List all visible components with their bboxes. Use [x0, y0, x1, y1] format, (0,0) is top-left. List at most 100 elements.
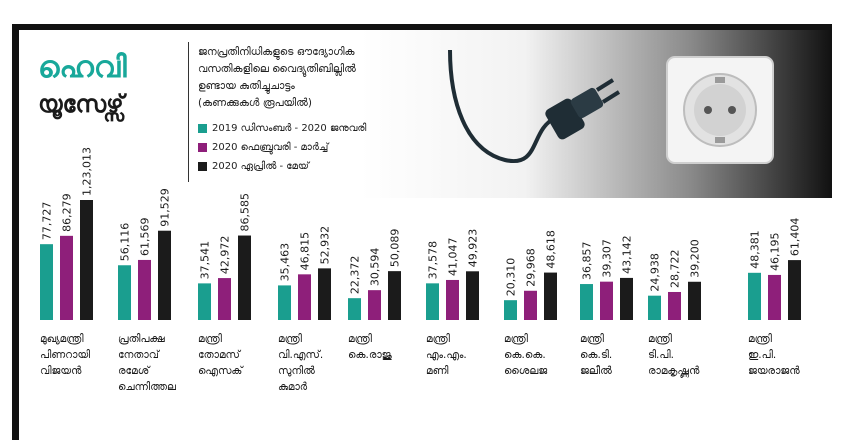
data-label-s3-c6: 49,923 — [467, 229, 480, 268]
category-label-4-line-2: വി.എസ്. — [278, 349, 323, 361]
legend-swatch-2 — [198, 143, 207, 152]
bar-s1-c2 — [118, 265, 131, 320]
legend-label-3: 2020 ഏപ്രിൽ - മേയ് — [212, 161, 310, 172]
bar-s2-c5 — [368, 290, 381, 320]
bar-s2-c8 — [600, 281, 613, 320]
category-label-6-line-2: എം.എം. — [426, 349, 467, 361]
data-label-s1-c6: 37,578 — [427, 241, 440, 280]
data-label-s3-c7: 48,618 — [545, 230, 558, 269]
data-label-s3-c8: 43,142 — [621, 235, 634, 274]
data-label-s2-c1: 86,279 — [61, 193, 74, 232]
data-label-s1-c4: 35,463 — [279, 243, 292, 282]
category-label-3-line-2: തോമസ് — [198, 349, 242, 361]
bar-s1-c4 — [278, 285, 291, 320]
category-label-1-line-3: വിജയൻ — [40, 365, 82, 377]
data-label-s1-c8: 36,857 — [581, 242, 594, 281]
bar-s2-c3 — [218, 278, 231, 320]
category-label-9-line-2: ടി.പി. — [648, 349, 674, 361]
data-label-s2-c5: 30,594 — [369, 248, 382, 287]
data-label-s2-c10: 46,195 — [769, 232, 782, 271]
bar-s2-c2 — [138, 259, 151, 320]
category-label-3-line-3: ഐസക് — [198, 365, 244, 377]
category-label-6-line-1: മന്ത്രി — [426, 333, 451, 345]
subtitle-line-4: (കണക്കുകൾ രൂപയിൽ) — [198, 97, 312, 109]
data-label-s3-c5: 50,089 — [389, 229, 402, 268]
data-label-s3-c9: 39,200 — [689, 239, 702, 278]
category-label-1-line-2: പിണറായി — [40, 349, 91, 361]
data-label-s1-c3: 37,541 — [199, 241, 212, 280]
bar-s3-c4 — [318, 268, 331, 320]
data-label-s3-c2: 91,529 — [159, 188, 172, 227]
data-label-s3-c3: 86,585 — [239, 193, 252, 232]
data-label-s2-c7: 29,968 — [525, 248, 538, 287]
category-label-10-line-3: ജയരാജൻ — [748, 365, 800, 377]
legend-label-2: 2020 ഫെബ്രുവരി - മാർച്ച് — [212, 142, 329, 153]
data-label-s2-c6: 41,047 — [447, 237, 460, 276]
category-label-10-line-1: മന്ത്രി — [748, 333, 773, 345]
bar-s1-c8 — [580, 284, 593, 320]
bar-s2-c1 — [60, 235, 73, 320]
left-border — [12, 24, 19, 440]
category-label-2-line-4: ചെന്നിത്തല — [118, 381, 177, 393]
bar-s1-c1 — [40, 244, 53, 320]
bar-s2-c4 — [298, 274, 311, 320]
bar-s2-c10 — [768, 274, 781, 320]
category-label-2-line-3: രമേശ് — [118, 365, 151, 377]
bar-s3-c1 — [80, 200, 93, 320]
category-label-8-line-2: കെ.ടി. — [580, 349, 612, 361]
data-label-s1-c7: 20,310 — [505, 258, 518, 297]
category-label-5-line-2: കെ.രാജു — [348, 349, 393, 361]
legend-item-3: 2020 ഏപ്രിൽ - മേയ് — [198, 161, 309, 172]
data-label-s3-c1: 1,23,013 — [81, 147, 94, 196]
category-label-8-line-1: മന്ത്രി — [580, 333, 605, 345]
category-label-6-line-3: മണി — [426, 365, 449, 377]
top-border — [12, 24, 832, 30]
data-label-s2-c2: 61,569 — [139, 217, 152, 256]
category-label-9-line-3: രാമകൃഷ്ണൻ — [648, 365, 700, 378]
data-label-s2-c8: 39,307 — [601, 239, 614, 278]
legend-swatch-1 — [198, 124, 207, 133]
category-label-7-line-2: കെ.കെ. — [504, 349, 546, 361]
category-label-4-line-4: കുമാർ — [278, 381, 308, 393]
legend-item-2: 2020 ഫെബ്രുവരി - മാർച്ച് — [198, 142, 328, 153]
bar-s1-c3 — [198, 283, 211, 320]
bar-s1-c10 — [748, 272, 761, 320]
bar-s3-c7 — [544, 272, 557, 320]
data-label-s1-c5: 22,372 — [349, 256, 362, 295]
bar-s3-c3 — [238, 235, 251, 320]
title-line-1: ഹെവി — [38, 50, 127, 85]
bar-s3-c9 — [688, 281, 701, 320]
bar-s3-c5 — [388, 271, 401, 320]
bar-s1-c6 — [426, 283, 439, 320]
legend-swatch-3 — [198, 162, 207, 171]
bar-s2-c6 — [446, 279, 459, 320]
subtitle-line-2: വസതികളിലെ വൈദ്യുതിബില്ലിൽ — [198, 63, 356, 75]
title-line-2: യൂസേഴ്സ് — [38, 90, 124, 118]
bar-s3-c10 — [788, 260, 801, 320]
category-label-5-line-1: മന്ത്രി — [348, 333, 373, 345]
category-label-7-line-1: മന്ത്രി — [504, 333, 529, 345]
bar-s2-c9 — [668, 291, 681, 320]
category-label-3-line-1: മന്ത്രി — [198, 333, 223, 345]
data-label-s1-c1: 77,727 — [41, 202, 54, 241]
legend-item-1: 2019 ഡിസംബർ - 2020 ജനുവരി — [198, 123, 366, 134]
data-label-s3-c10: 61,404 — [789, 218, 802, 257]
category-label-4-line-1: മന്ത്രി — [278, 333, 303, 345]
data-label-s2-c3: 42,972 — [219, 236, 232, 275]
title-divider — [188, 42, 189, 182]
category-label-9-line-1: മന്ത്രി — [648, 333, 673, 345]
plug-icon — [448, 49, 621, 164]
subtitle-line-1: ജനപ്രതിനിധികളുടെ ഔദ്യോഗിക — [198, 46, 355, 58]
category-label-4-line-3: സുനിൽ — [278, 365, 316, 377]
bar-s3-c2 — [158, 230, 171, 320]
bar-s1-c9 — [648, 295, 661, 320]
category-label-8-line-3: ജലീൽ — [580, 365, 613, 377]
data-label-s2-c9: 28,722 — [669, 249, 682, 288]
socket-icon — [666, 56, 774, 164]
category-label-1-line-1: മുഖ്യമന്ത്രി — [40, 333, 84, 345]
bar-s3-c6 — [466, 271, 479, 320]
data-label-s1-c9: 24,938 — [649, 253, 662, 292]
legend-label-1: 2019 ഡിസംബർ - 2020 ജനുവരി — [212, 123, 367, 134]
bar-s1-c7 — [504, 300, 517, 320]
